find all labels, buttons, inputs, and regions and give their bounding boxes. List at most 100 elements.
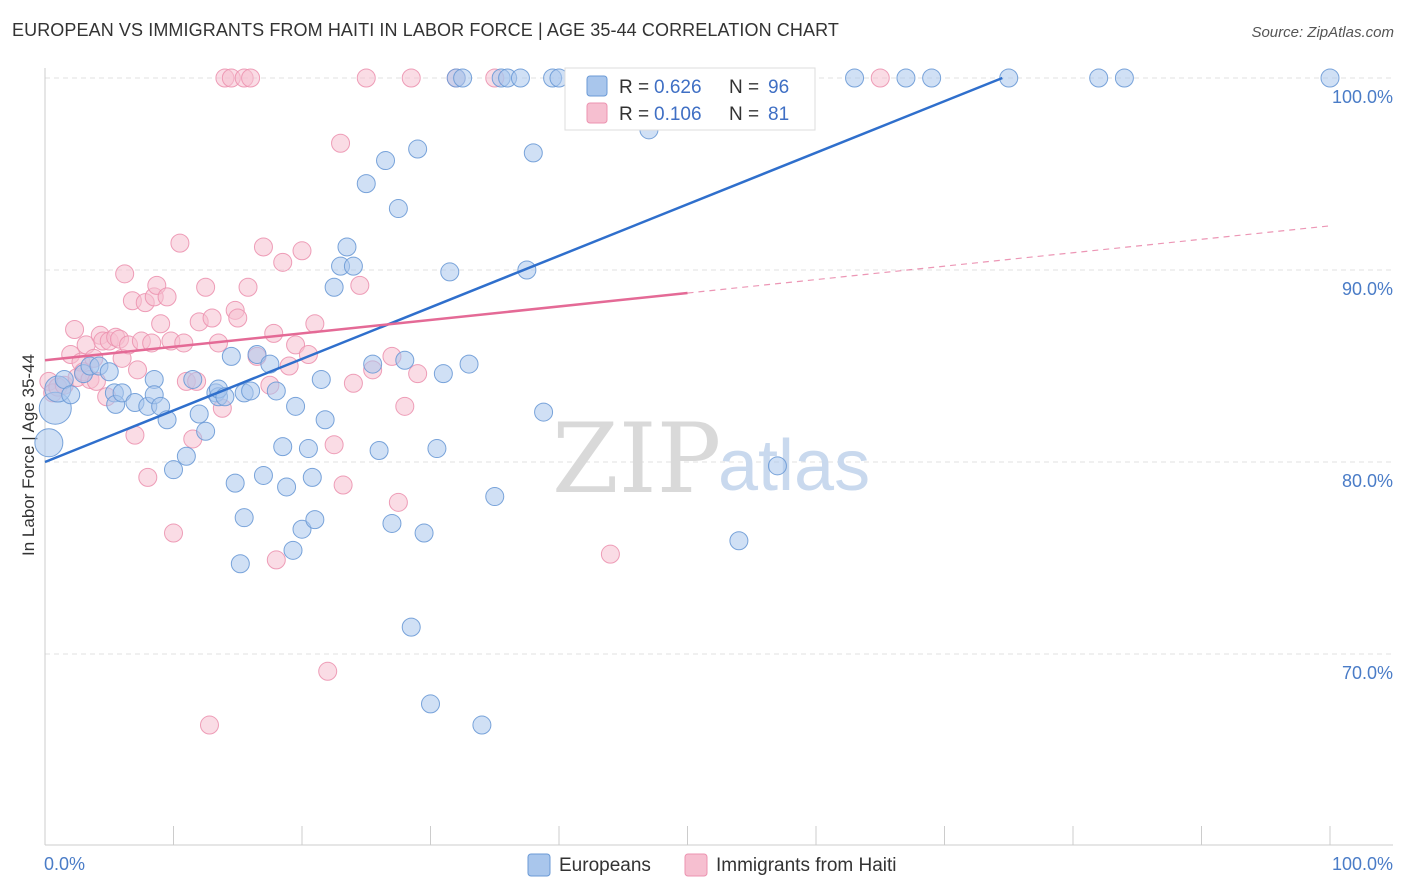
x-tick-label-min: 0.0% [44, 854, 85, 874]
point-europeans-40 [286, 396, 306, 416]
point-europeans-38 [277, 477, 297, 497]
point-europeans-41 [292, 519, 312, 539]
point-haiti-5 [65, 320, 85, 340]
point-europeans-68 [472, 715, 492, 735]
point-haiti-80 [870, 68, 890, 88]
point-haiti-66 [331, 133, 351, 153]
point-europeans-69 [485, 487, 505, 507]
point-haiti-31 [151, 314, 171, 334]
point-europeans-59 [408, 139, 428, 159]
point-europeans-37 [273, 437, 293, 457]
point-europeans-56 [388, 199, 408, 219]
point-europeans-45 [311, 369, 331, 389]
point-europeans-87 [767, 456, 787, 476]
point-europeans-62 [427, 439, 447, 459]
point-europeans-89 [845, 68, 865, 88]
x-tick-label-max: 100.0% [1332, 854, 1393, 874]
series-europeans-points [34, 68, 1340, 735]
point-haiti-32 [157, 287, 177, 307]
point-europeans-43 [302, 467, 322, 487]
point-haiti-27 [138, 467, 158, 487]
legend-n-label-europeans: N = [729, 77, 759, 98]
point-europeans-91 [922, 68, 942, 88]
bottom-legend-label-europeans: Europeans [559, 855, 651, 876]
point-europeans-47 [324, 277, 344, 297]
point-europeans-4 [61, 385, 81, 405]
point-europeans-74 [523, 143, 543, 163]
y-tick-label-2: 80.0% [1342, 471, 1393, 491]
point-haiti-79 [600, 544, 620, 564]
point-europeans-20 [183, 369, 203, 389]
legend-r-value-europeans: 0.626 [654, 77, 702, 98]
point-europeans-36 [266, 381, 286, 401]
point-europeans-49 [337, 237, 357, 257]
point-europeans-46 [315, 410, 335, 430]
point-europeans-21 [189, 404, 209, 424]
legend-r-value-haiti: 0.106 [654, 104, 702, 125]
point-europeans-8 [99, 362, 119, 382]
point-europeans-63 [433, 364, 453, 384]
point-haiti-42 [199, 715, 219, 735]
point-europeans-93 [1089, 68, 1109, 88]
point-haiti-20 [115, 264, 135, 284]
y-axis-title: In Labor Force | Age 35-44 [19, 354, 38, 556]
point-europeans-0 [34, 428, 64, 458]
legend-n-label-haiti: N = [729, 104, 759, 125]
source-credit: Source: ZipAtlas.com [1251, 24, 1394, 41]
point-haiti-36 [174, 333, 194, 353]
point-haiti-74 [395, 396, 415, 416]
point-europeans-22 [196, 421, 216, 441]
point-europeans-39 [283, 540, 303, 560]
point-europeans-27 [221, 346, 241, 366]
y-tick-labels: 100.0% 90.0% 80.0% 70.0% [1332, 87, 1393, 683]
point-haiti-58 [273, 252, 293, 272]
point-europeans-32 [241, 381, 261, 401]
bottom-legend-swatch-haiti [684, 853, 708, 877]
legend-r-label-europeans: R = [619, 77, 649, 98]
point-haiti-56 [264, 323, 284, 343]
point-haiti-24 [128, 360, 148, 380]
point-europeans-60 [414, 523, 434, 543]
point-haiti-34 [164, 523, 183, 543]
legend-n-value-haiti: 81 [768, 104, 789, 125]
point-europeans-52 [363, 354, 383, 374]
point-europeans-95 [1320, 68, 1340, 88]
point-haiti-63 [305, 314, 325, 334]
y-tick-label-0: 100.0% [1332, 87, 1393, 107]
trend-line-europeans [44, 76, 1003, 464]
point-europeans-53 [369, 440, 389, 460]
legend-swatch-haiti [586, 102, 608, 124]
point-europeans-86 [729, 531, 749, 551]
watermark: ZIP atlas [552, 403, 870, 515]
point-europeans-54 [376, 151, 396, 171]
y-axis-title-group: In Labor Force | Age 35-44 [19, 354, 38, 556]
legend-swatch-europeans [586, 75, 608, 97]
trend-lines [44, 76, 1331, 464]
point-europeans-44 [305, 510, 325, 530]
point-haiti-49 [228, 308, 248, 328]
point-haiti-70 [356, 68, 376, 88]
point-haiti-64 [318, 661, 338, 681]
series-legend: Europeans Immigrants from Haiti [527, 853, 897, 877]
chart-title: EUROPEAN VS IMMIGRANTS FROM HAITI IN LAB… [12, 20, 839, 40]
point-europeans-33 [247, 344, 267, 364]
point-europeans-50 [343, 256, 363, 276]
y-tick-label-3: 70.0% [1342, 663, 1393, 683]
point-europeans-19 [176, 446, 196, 466]
point-europeans-55 [382, 513, 402, 533]
point-europeans-94 [1114, 68, 1134, 88]
point-europeans-67 [459, 354, 479, 374]
bottom-legend-label-haiti: Immigrants from Haiti [716, 855, 897, 876]
point-europeans-75 [534, 402, 554, 422]
point-haiti-54 [253, 237, 273, 257]
point-europeans-64 [440, 262, 460, 282]
point-europeans-34 [253, 465, 273, 485]
point-haiti-35 [170, 233, 190, 253]
correlation-legend: R = 0.626 N = 96 R = 0.106 N = 81 [564, 67, 816, 131]
watermark-zip: ZIP [552, 403, 721, 515]
watermark-atlas: atlas [718, 426, 870, 506]
point-europeans-51 [356, 174, 376, 194]
bottom-legend-swatch-europeans [527, 853, 551, 877]
y-tick-label-1: 90.0% [1342, 279, 1393, 299]
